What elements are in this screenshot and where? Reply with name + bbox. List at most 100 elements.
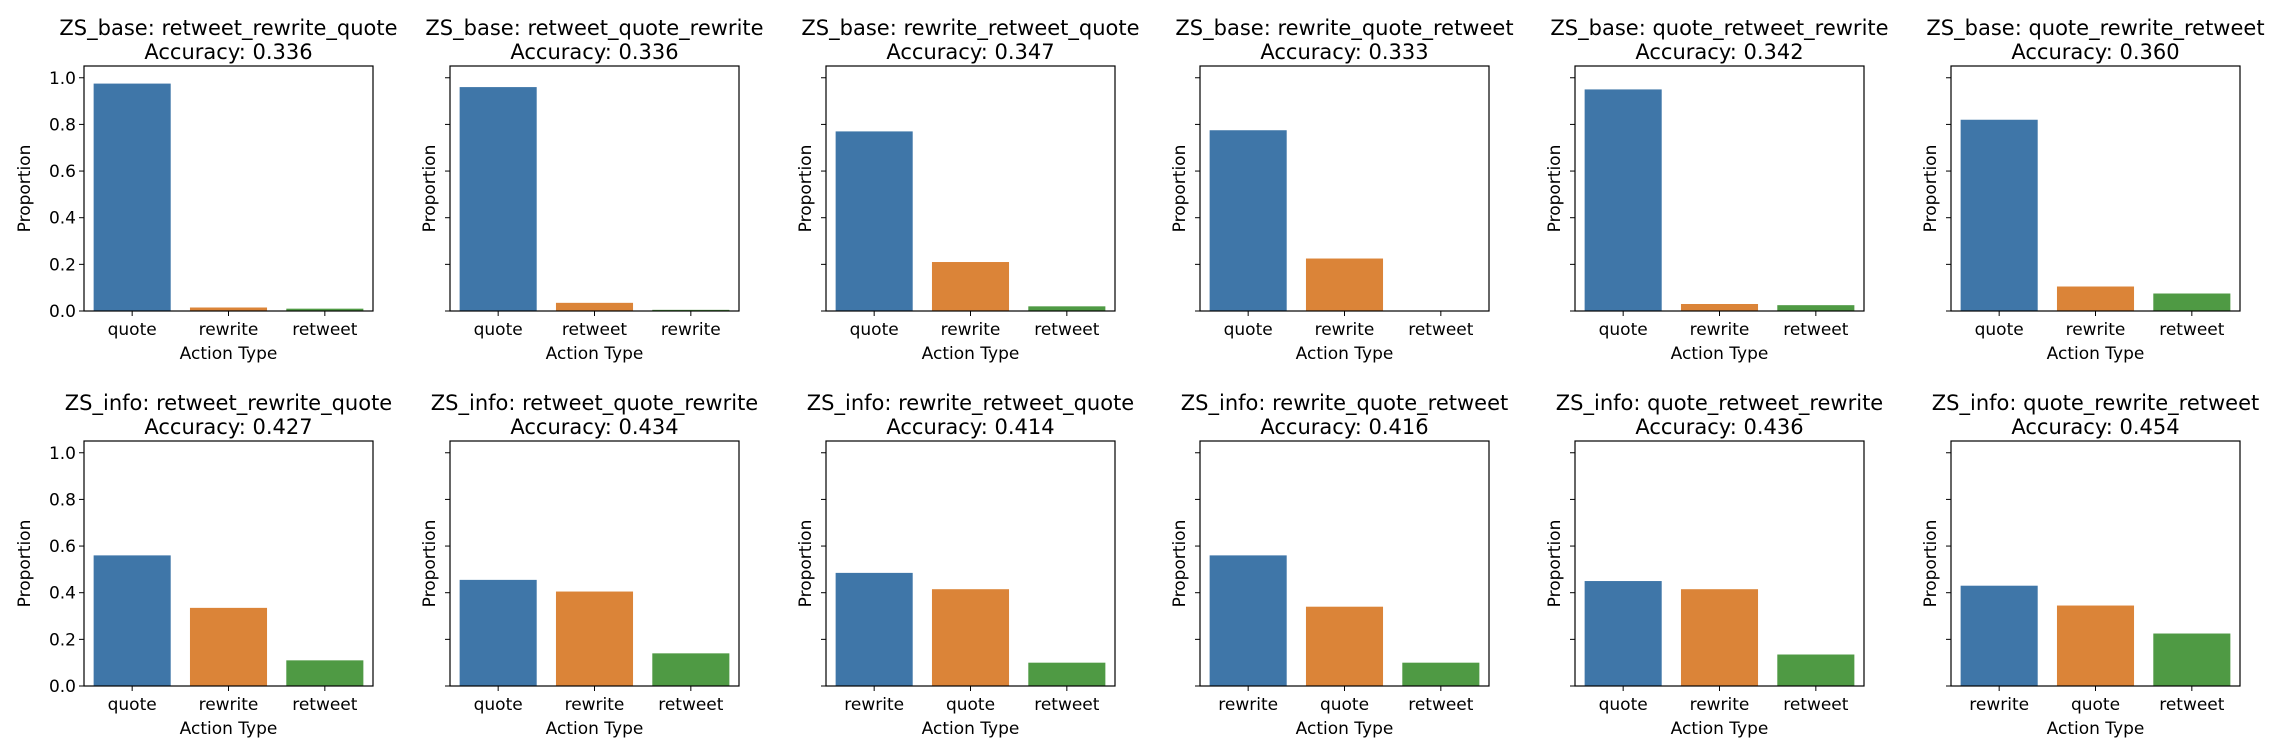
x-axis-label: Action Type <box>1671 344 1769 364</box>
subplot-title: ZS_base: rewrite_quote_retweet <box>1175 16 1513 41</box>
bar-quote <box>1305 606 1384 686</box>
subplot-title: ZS_info: retweet_quote_rewrite <box>431 391 758 416</box>
x-tick-label: retweet <box>1034 320 1100 340</box>
y-tick-label: 0.8 <box>49 115 76 135</box>
subplot-1: ZS_base: retweet_rewrite_quoteAccuracy: … <box>15 16 398 364</box>
x-axis-label: Action Type <box>922 719 1020 739</box>
subplot-title: ZS_info: rewrite_quote_retweet <box>1181 391 1508 416</box>
subplot-title: ZS_info: quote_rewrite_retweet <box>1932 391 2259 416</box>
x-axis-label: Action Type <box>180 719 278 739</box>
subplot-title: ZS_base: quote_rewrite_retweet <box>1926 16 2264 41</box>
plot-frame <box>825 65 1116 312</box>
bar-rewrite <box>1680 304 1759 311</box>
y-tick-label: 0.2 <box>49 630 76 650</box>
x-tick-label: quote <box>1224 320 1273 340</box>
bar-retweet <box>2153 633 2231 686</box>
bar-rewrite <box>1305 258 1384 311</box>
bar-rewrite <box>1680 589 1759 686</box>
bar-quote <box>1960 119 2038 312</box>
bar-quote <box>1584 89 1662 311</box>
x-tick-label: quote <box>1320 695 1369 715</box>
x-tick-label: rewrite <box>2066 320 2126 340</box>
bar-quote <box>459 579 537 686</box>
bar-retweet <box>1777 305 1855 311</box>
x-tick-label: retweet <box>1783 695 1849 715</box>
plot-frame <box>449 440 740 687</box>
bar-retweet <box>555 302 634 311</box>
bar-rewrite <box>189 307 268 311</box>
bar-retweet <box>1777 654 1855 686</box>
y-tick-label: 1.0 <box>49 69 76 89</box>
x-tick-label: retweet <box>1034 695 1100 715</box>
y-axis-label: Proportion <box>1545 520 1565 608</box>
plot-frame <box>1574 65 1865 312</box>
subplot-accuracy: Accuracy: 0.336 <box>510 40 678 64</box>
x-axis-label: Action Type <box>2047 719 2145 739</box>
x-tick-label: rewrite <box>1315 320 1375 340</box>
x-axis-label: Action Type <box>1296 719 1394 739</box>
subplot-title: ZS_base: retweet_quote_rewrite <box>425 16 763 41</box>
bar-rewrite <box>835 572 913 686</box>
x-tick-label: quote <box>1599 695 1648 715</box>
subplot-accuracy: Accuracy: 0.414 <box>886 415 1054 439</box>
x-tick-label: rewrite <box>1218 695 1278 715</box>
x-tick-label: quote <box>1599 320 1648 340</box>
subplot-title: ZS_base: rewrite_retweet_quote <box>801 16 1139 41</box>
y-tick-label: 0.4 <box>49 209 76 229</box>
subplot-accuracy: Accuracy: 0.434 <box>510 415 678 439</box>
y-axis-label: Proportion <box>1545 145 1565 233</box>
subplot-accuracy: Accuracy: 0.347 <box>886 40 1054 64</box>
y-tick-label: 0.6 <box>49 537 76 557</box>
plot-frame <box>1950 440 2241 687</box>
x-tick-label: retweet <box>1408 320 1474 340</box>
x-tick-label: quote <box>1975 320 2024 340</box>
x-tick-label: retweet <box>1408 695 1474 715</box>
subplot-accuracy: Accuracy: 0.427 <box>144 415 312 439</box>
y-axis-label: Proportion <box>1921 145 1941 233</box>
x-axis-label: Action Type <box>2047 344 2145 364</box>
y-axis-label: Proportion <box>15 520 35 608</box>
bar-quote <box>835 131 913 311</box>
subplot-accuracy: Accuracy: 0.333 <box>1260 40 1428 64</box>
y-axis-label: Proportion <box>1170 520 1190 608</box>
x-axis-label: Action Type <box>1296 344 1394 364</box>
x-axis-label: Action Type <box>180 344 278 364</box>
bar-rewrite <box>189 607 268 686</box>
subplot-12: ZS_info: quote_rewrite_retweetAccuracy: … <box>1921 391 2259 739</box>
x-axis-label: Action Type <box>1671 719 1769 739</box>
x-axis-label: Action Type <box>546 344 644 364</box>
x-tick-label: quote <box>2071 695 2120 715</box>
x-tick-label: quote <box>946 695 995 715</box>
subplot-accuracy: Accuracy: 0.360 <box>2011 40 2179 64</box>
bar-quote <box>1209 130 1287 311</box>
y-tick-label: 0.2 <box>49 255 76 275</box>
x-tick-label: retweet <box>292 320 358 340</box>
subplot-title: ZS_info: rewrite_retweet_quote <box>807 391 1134 416</box>
plot-frame <box>825 440 1116 687</box>
plot-frame <box>1950 65 2241 312</box>
subplot-2: ZS_base: retweet_quote_rewriteAccuracy: … <box>420 16 764 364</box>
bar-quote <box>93 83 171 311</box>
bar-retweet <box>1402 662 1480 686</box>
y-axis-label: Proportion <box>1921 520 1941 608</box>
x-tick-label: quote <box>474 695 523 715</box>
x-tick-label: retweet <box>2159 320 2225 340</box>
x-tick-label: rewrite <box>941 320 1001 340</box>
subplot-5: ZS_base: quote_retweet_rewriteAccuracy: … <box>1545 16 1889 364</box>
bar-rewrite <box>2056 286 2135 311</box>
subplot-accuracy: Accuracy: 0.416 <box>1260 415 1428 439</box>
subplot-accuracy: Accuracy: 0.436 <box>1635 415 1803 439</box>
bar-quote <box>1584 581 1662 686</box>
subplot-title: ZS_info: quote_retweet_rewrite <box>1556 391 1883 416</box>
subplot-accuracy: Accuracy: 0.454 <box>2011 415 2179 439</box>
x-tick-label: retweet <box>292 695 358 715</box>
x-tick-label: rewrite <box>565 695 625 715</box>
subplot-3: ZS_base: rewrite_retweet_quoteAccuracy: … <box>796 16 1140 364</box>
subplot-title: ZS_info: retweet_rewrite_quote <box>65 391 392 416</box>
bar-retweet <box>1028 306 1106 311</box>
plot-frame <box>449 65 740 312</box>
plot-frame <box>83 440 374 687</box>
y-axis-label: Proportion <box>420 520 440 608</box>
x-tick-label: rewrite <box>1969 695 2029 715</box>
